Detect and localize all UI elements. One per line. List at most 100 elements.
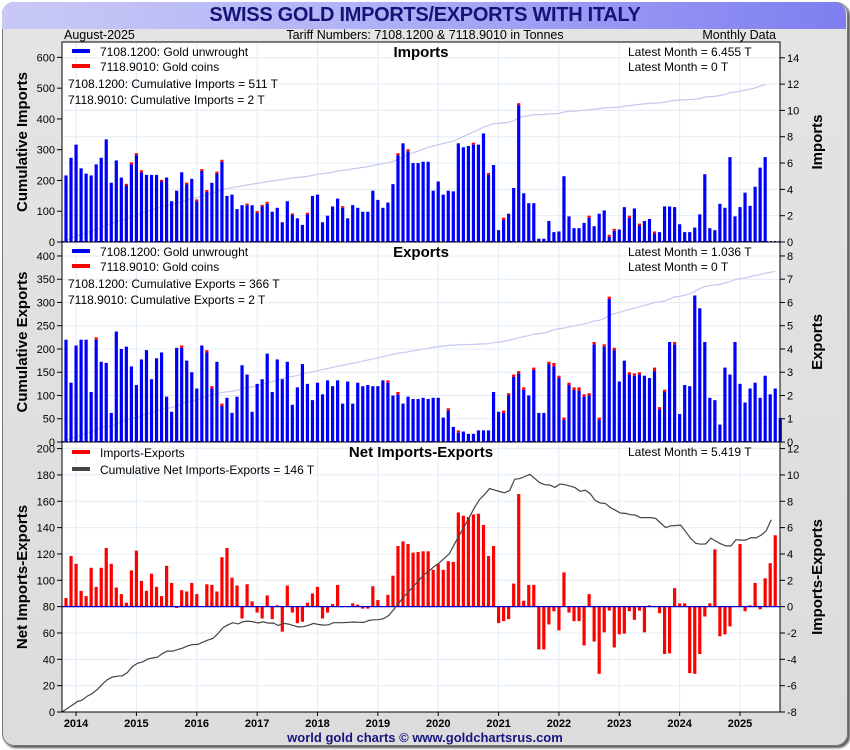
exports-bar-coins [210, 386, 214, 389]
net-bar [280, 606, 284, 632]
net-right-tick-label: 8 [787, 496, 793, 508]
exports-bar-unwrought [446, 410, 450, 442]
exports-bar-coins [637, 372, 642, 375]
imports-left-tick-label: 300 [37, 145, 55, 157]
imports-right-axis-label: Imports [809, 114, 826, 169]
imports-bar-unwrought [165, 177, 169, 242]
net-bar [698, 606, 702, 655]
exports-bar-coins [180, 345, 184, 348]
net-bar [366, 606, 370, 609]
imports-bar-unwrought [325, 215, 330, 242]
imports-bar-unwrought [99, 157, 103, 242]
imports-bar-unwrought [466, 145, 470, 242]
exports-left-tick-label: 150 [37, 367, 55, 379]
imports-bar-unwrought [79, 168, 83, 242]
exports-bar-unwrought [708, 397, 712, 442]
exports-bar-coins [396, 392, 400, 395]
net-bar [245, 584, 249, 607]
exports-bar-unwrought [466, 433, 470, 442]
imports-bar-coins [200, 169, 204, 171]
net-bar [753, 582, 757, 607]
imports-bar-unwrought [567, 216, 571, 242]
exports-left-tick-label: 50 [43, 414, 55, 426]
net-right-tick-label: -6 [787, 681, 797, 693]
net-bar [190, 582, 194, 607]
imports-right-tick-label: 2 [787, 211, 793, 223]
exports-left-tick-label: 200 [37, 344, 55, 356]
imports-bar-unwrought [396, 155, 400, 242]
exports-bar-unwrought [693, 295, 697, 442]
net-bar [597, 606, 601, 674]
exports-bar-unwrought [486, 430, 491, 442]
net-left-tick-label: 140 [37, 523, 55, 535]
net-bar [713, 549, 717, 607]
exports-bar-unwrought [230, 412, 234, 442]
net-bar [627, 606, 631, 612]
exports-bar-unwrought [411, 398, 415, 442]
imports-bar-unwrought [557, 231, 561, 242]
imports-bar-unwrought [582, 222, 586, 242]
imports-bar-unwrought [190, 178, 194, 242]
imports-bar-unwrought [159, 181, 164, 242]
imports-legend-coins: 7118.9010: Gold coins [100, 60, 219, 74]
net-bar [758, 606, 762, 610]
net-bar [285, 585, 289, 607]
imports-left-tick-label: 400 [37, 114, 55, 126]
exports-bar-unwrought [416, 398, 420, 442]
imports-bar-unwrought [733, 216, 737, 242]
x-tick-label: 2018 [305, 718, 329, 730]
exports-bar-unwrought [471, 433, 476, 442]
net-bar [743, 606, 747, 612]
imports-bar-unwrought [416, 163, 420, 242]
exports-legend-swatch-unwrought [72, 249, 90, 253]
net-bar [416, 551, 420, 607]
exports-bar-unwrought [220, 405, 224, 442]
exports-right-tick-label: 1 [787, 414, 793, 426]
imports-bar-unwrought [366, 211, 370, 242]
exports-bar-unwrought [421, 397, 425, 442]
exports-bar-unwrought [622, 360, 626, 442]
imports-left-tick-label: 0 [49, 237, 55, 249]
footer-credit: world gold charts © www.goldchartsrus.co… [287, 730, 563, 745]
exports-bar-unwrought [517, 373, 521, 442]
imports-bar-coins [245, 203, 249, 206]
imports-bar-coins [652, 231, 657, 234]
net-bar [185, 591, 189, 607]
exports-bar-coins [572, 387, 576, 390]
imports-right-tick-label: 10 [787, 105, 799, 117]
imports-bar-unwrought [683, 232, 687, 242]
imports-bar-unwrought [753, 186, 757, 242]
x-tick-label: 2019 [366, 718, 390, 730]
imports-bar-unwrought [587, 217, 591, 242]
net-bar [491, 546, 496, 607]
exports-bar-unwrought [260, 379, 264, 442]
imports-bar-unwrought [336, 198, 340, 242]
imports-left-axis-label: Cumulative Imports [14, 72, 31, 212]
exports-bar-unwrought [325, 380, 330, 442]
exports-bar-unwrought [280, 379, 284, 442]
net-bar [668, 606, 672, 654]
imports-bar-unwrought [230, 194, 234, 242]
exports-bar-coins [547, 361, 551, 365]
imports-bar-coins [260, 204, 264, 207]
exports-bar-coins [673, 342, 677, 345]
imports-latest-unwrought-note: Latest Month = 6.455 T [628, 45, 752, 59]
net-bar [436, 563, 440, 607]
exports-bar-unwrought [175, 347, 179, 442]
net-bar [572, 606, 576, 622]
imports-bar-unwrought [170, 201, 174, 242]
net-bar [225, 548, 229, 607]
net-bar [451, 561, 455, 607]
exports-bar-unwrought [532, 369, 536, 442]
net-bar [159, 596, 164, 607]
net-bar [295, 606, 299, 624]
imports-bar-unwrought [341, 207, 345, 242]
imports-bar-unwrought [210, 182, 214, 242]
imports-bar-unwrought [134, 155, 139, 242]
imports-bar-unwrought [763, 157, 767, 242]
exports-bar-coins [386, 380, 390, 383]
imports-bar-coins [134, 153, 139, 156]
net-bar [708, 603, 712, 607]
exports-bar-coins [220, 403, 224, 406]
imports-bar-unwrought [728, 157, 732, 242]
